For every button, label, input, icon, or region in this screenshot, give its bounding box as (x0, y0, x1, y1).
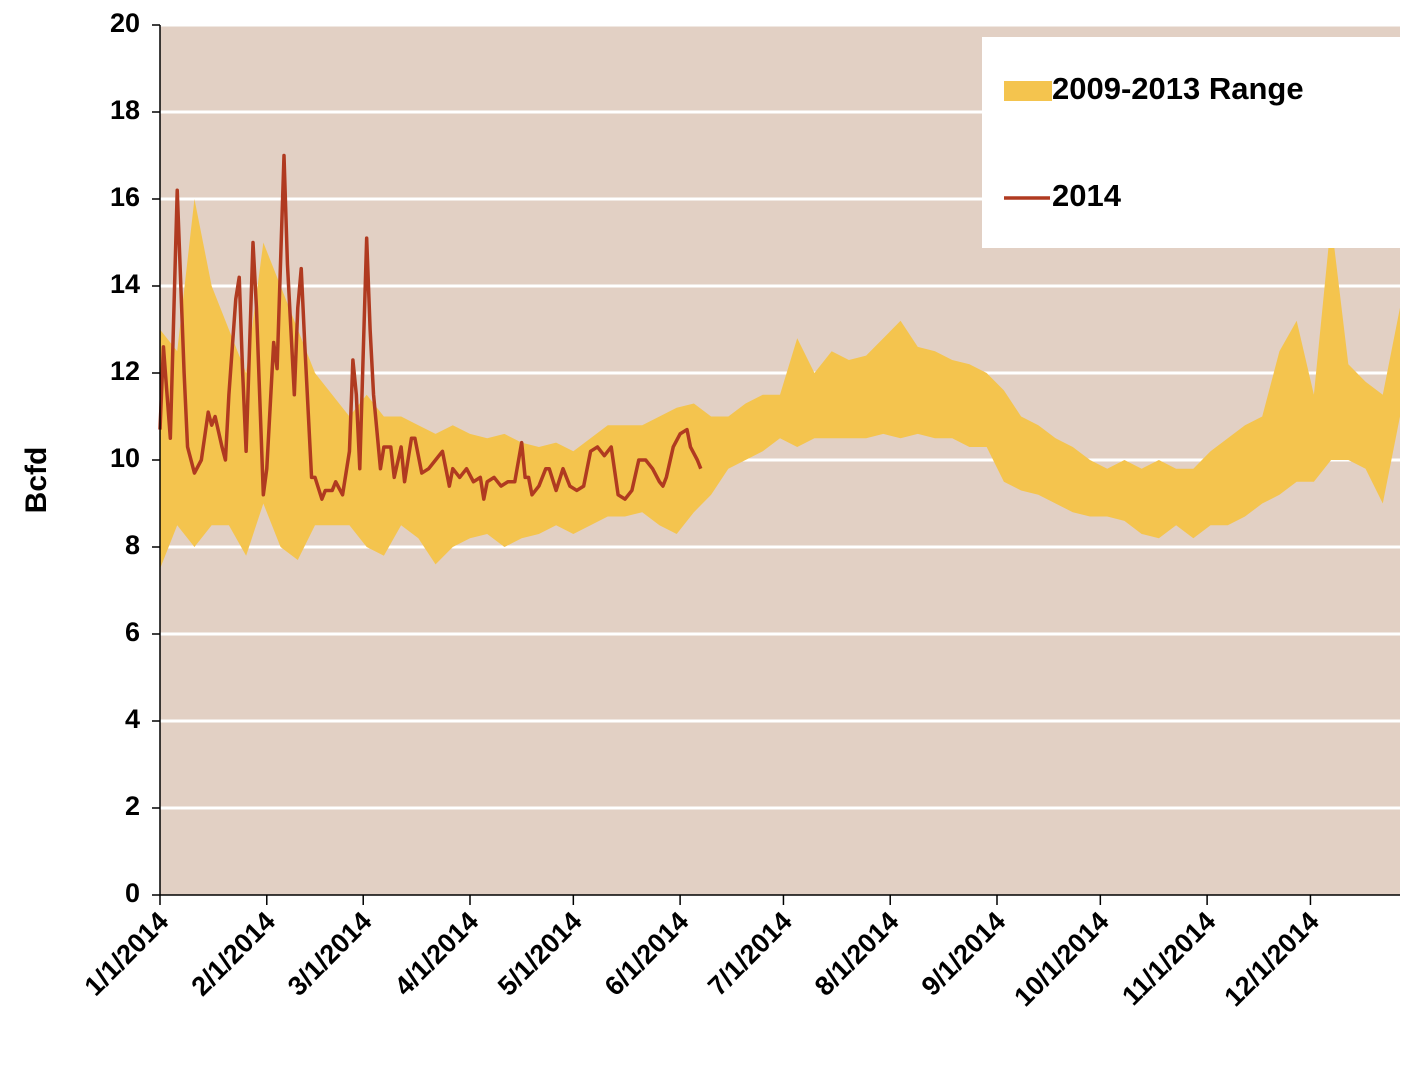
legend-label: 2014 (1052, 178, 1122, 213)
x-tick-label: 3/1/2014 (282, 906, 378, 1002)
x-tick-label: 9/1/2014 (916, 906, 1012, 1002)
x-tick-label: 1/1/2014 (79, 906, 175, 1002)
legend-label: 2009-2013 Range (1052, 71, 1304, 106)
x-tick-label: 7/1/2014 (702, 906, 798, 1002)
legend-box (982, 37, 1400, 248)
x-tick-label: 12/1/2014 (1219, 906, 1325, 1012)
x-tick-label: 10/1/2014 (1008, 906, 1114, 1012)
y-tick-label: 14 (110, 269, 140, 299)
y-tick-label: 6 (125, 617, 140, 647)
y-tick-label: 0 (125, 878, 140, 908)
line (158, 153, 703, 501)
y-tick-label: 12 (110, 356, 140, 386)
y-tick-label: 10 (110, 443, 140, 473)
legend: 2009-2013 Range 2014 (982, 37, 1400, 248)
y-tick-label: 18 (110, 95, 140, 125)
y-tick-label: 2 (125, 791, 140, 821)
y-axis-label: Bcfd (20, 447, 53, 514)
y-tick-label: 4 (125, 704, 140, 734)
x-tick-label: 4/1/2014 (389, 906, 485, 1002)
y-tick-label: 16 (110, 182, 140, 212)
y-tick-label: 20 (110, 8, 140, 38)
x-tick-label: 5/1/2014 (492, 906, 588, 1002)
x-tick-label: 6/1/2014 (599, 906, 695, 1002)
x-tick-label: 8/1/2014 (809, 906, 905, 1002)
legend-swatch (1004, 81, 1052, 101)
y-tick-label: 8 (125, 530, 140, 560)
x-tick-label: 2/1/2014 (185, 906, 281, 1002)
x-tick-label: 11/1/2014 (1116, 906, 1221, 1011)
